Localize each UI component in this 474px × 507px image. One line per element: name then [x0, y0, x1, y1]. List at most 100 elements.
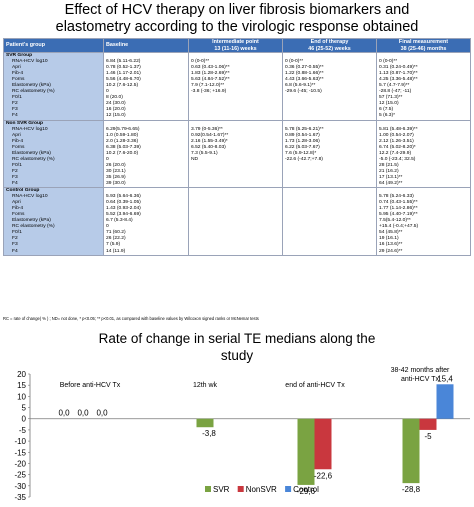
cell-value: 39 (30.0)	[106, 180, 126, 186]
cell-value: 30 (23.1)	[106, 168, 126, 174]
group-name: Non SVR Group	[6, 120, 43, 126]
cell-value: 24 (30.0)	[106, 101, 126, 107]
cell-value	[191, 181, 280, 187]
bar-nonsvr	[314, 418, 332, 470]
cell-value: 6.74 (5.02-8.20)*	[379, 144, 416, 150]
cell-value: 12 (15.0)	[106, 113, 126, 119]
row-label: Apri	[12, 200, 21, 206]
table-row: Non SVR Group RNA-HCV log10 Apri Fib-4 Forns…	[3, 119, 471, 189]
cell-value: 6.29(5.79-6.65)	[106, 126, 140, 132]
group-label-cell: Control Group RNA-HCV log10 Apri Fib-4 Forns…	[3, 187, 104, 256]
data-label: -28,8	[402, 485, 421, 494]
category-label: 12th wk	[193, 382, 218, 389]
data-label: -3,8	[202, 429, 216, 438]
data-label: -22,6	[314, 471, 333, 480]
cell-value: 64 (49.2)**	[379, 180, 403, 186]
row-label: F3	[12, 107, 18, 113]
cell-value: 4.25 (3.36-5.48)**	[379, 77, 418, 83]
cell-value: -5.0 (-23.4; 32.5)	[379, 156, 416, 162]
data-label: -5	[424, 432, 432, 441]
data-label: 0,0	[96, 409, 108, 418]
cell-value: 5.93 (5.64-6.36)	[106, 194, 141, 200]
header-text: 38 (25-46) months	[400, 45, 447, 52]
cell-value: 71 (60.2)	[106, 230, 126, 236]
y-tick-label: -30	[14, 482, 26, 491]
cell-value: 0.36 (0.27-0.55)**	[285, 65, 324, 71]
cell-value: -3.8 (-36; +16.9)	[191, 89, 227, 95]
legend-label-control: Control	[293, 485, 319, 494]
header-text: Final measurement	[398, 39, 449, 46]
group-label-cell: SVR Group RNA-HCV log10 Apri Fib-4 Forns Elas…	[3, 52, 104, 121]
cell-value: 8 (20.0)	[106, 95, 123, 101]
cell-value	[285, 181, 374, 187]
cell-value: 5.56 (4.48-6.70)	[106, 77, 141, 83]
cell-value: 6.7 (5.3-8.4)	[106, 218, 133, 224]
cell-value: 0.64 (0.39-1.05)	[106, 200, 141, 206]
row-label: Fib-4	[12, 206, 24, 212]
row-label: F4	[12, 113, 18, 119]
cell-value: 26 (22.2)	[106, 236, 126, 242]
value-cell-baseline: 5.93 (5.64-6.36) 0.64 (0.39-1.05) 1.43 (0.…	[103, 187, 189, 256]
cell-value: 1.00 (0.54-2.07)	[379, 132, 414, 138]
row-label: Forns	[12, 212, 25, 218]
category-label: 38-42 months after	[391, 367, 450, 374]
row-label: F4	[12, 180, 18, 186]
table-header-cell: Final measurement 38 (25-46) months	[376, 38, 471, 53]
table-title: Effect of HCV therapy on liver fibrosis …	[0, 2, 474, 36]
cell-value: 14 (11.9)	[106, 248, 126, 254]
row-label: F3	[12, 242, 18, 248]
cell-value	[285, 113, 374, 119]
table-row: SVR Group RNA-HCV log10 Apri Fib-4 Forns Elas…	[3, 52, 471, 121]
category-label: anti-HCV Tx	[401, 376, 439, 383]
row-label: F2	[12, 236, 18, 242]
cell-value: 6.52 (5.40-8.03)	[191, 144, 226, 150]
cell-value: 0 (0-0)**	[191, 59, 210, 65]
cell-value: -29.6 (-45; -10.5)	[285, 89, 322, 95]
cell-value: 5.78 (5.24-6.33)	[379, 194, 414, 200]
category-label: Before anti-HCV Tx	[60, 382, 121, 389]
cell-value: 1.22 (0.88-1.66)**	[285, 71, 324, 77]
value-cell-end: 5.78 (5.25-6.21)** 0.89 (0.54-1.67) 1.73 (…	[282, 119, 377, 189]
data-label: -29,6	[297, 487, 316, 496]
table-title-line-1: Effect of HCV therapy on liver fibrosis …	[64, 2, 410, 18]
cell-value: 6 (7.5)	[379, 107, 394, 113]
row-label: F2	[12, 101, 18, 107]
row-label: RNA-HCV log10	[12, 194, 48, 200]
cell-value: 57 (71.3)**	[379, 95, 403, 101]
cell-value: 6.8 (5.6-9.1)**	[285, 83, 316, 89]
header-text: 13 (11-16) weeks	[214, 45, 257, 52]
cell-value: 29 (24.6)**	[379, 248, 403, 254]
cell-value: 26 (20.0)	[106, 162, 126, 168]
cell-value	[285, 249, 374, 255]
value-cell-baseline: 6.84 (5.11-6.22) 0.78 (0.52-1.37) 1.46 (1.…	[103, 52, 189, 121]
cell-value: 7.5(5.4-12.0)**	[379, 218, 411, 224]
row-label: F3	[12, 174, 18, 180]
cell-value: 4.43 (3.66-5.63)**	[285, 77, 324, 83]
table-header-row: Patient's group Baseline Intermediate poin…	[3, 38, 471, 53]
value-cell-intermediate: 0 (0-0)** 0.63 (0.43-1.06)** 1.83 (1.28-2.…	[188, 52, 283, 121]
cell-value: 5.78 (5.25-6.21)**	[285, 126, 324, 132]
row-label: F0/1	[12, 230, 22, 236]
row-label: F0/1	[12, 162, 22, 168]
table-title-line-2: elastometry according to the virologic r…	[55, 19, 419, 35]
bar-control	[436, 384, 454, 419]
data-label: 15,4	[437, 374, 453, 383]
cell-value: 5.7 (4.7-7.9)**	[379, 83, 410, 89]
cell-value: 0	[106, 224, 109, 230]
table-footnote: RC = rate of change( % ) ; ND= not done,…	[3, 316, 259, 321]
cell-value: 6.38 (5.03-7.39)	[106, 144, 141, 150]
table-row: Control Group RNA-HCV log10 Apri Fib-4 Forns…	[3, 187, 471, 256]
row-label: RC elastometry (%)	[12, 224, 55, 230]
y-tick-label: -5	[19, 426, 27, 435]
row-label: RNA-HCV log10	[12, 59, 48, 65]
row-label: RC elastometry (%)	[12, 156, 55, 162]
cell-value: +15.4 (-0.4;+47.5)	[379, 224, 419, 230]
cell-value: 2.16 (1.55-3.49)*	[191, 138, 228, 144]
row-label: F0/1	[12, 95, 22, 101]
cell-value: 21 (16.2)	[379, 168, 399, 174]
y-tick-label: 5	[22, 404, 27, 413]
bar-svr	[402, 418, 420, 484]
y-tick-label: -35	[14, 493, 26, 502]
value-cell-final: 5.78 (5.24-6.33) 0.74 (0.43-1.55)** 1.77 (…	[376, 187, 471, 256]
table-header-cell: Intermediate point 13 (11-16) weeks	[188, 38, 283, 53]
